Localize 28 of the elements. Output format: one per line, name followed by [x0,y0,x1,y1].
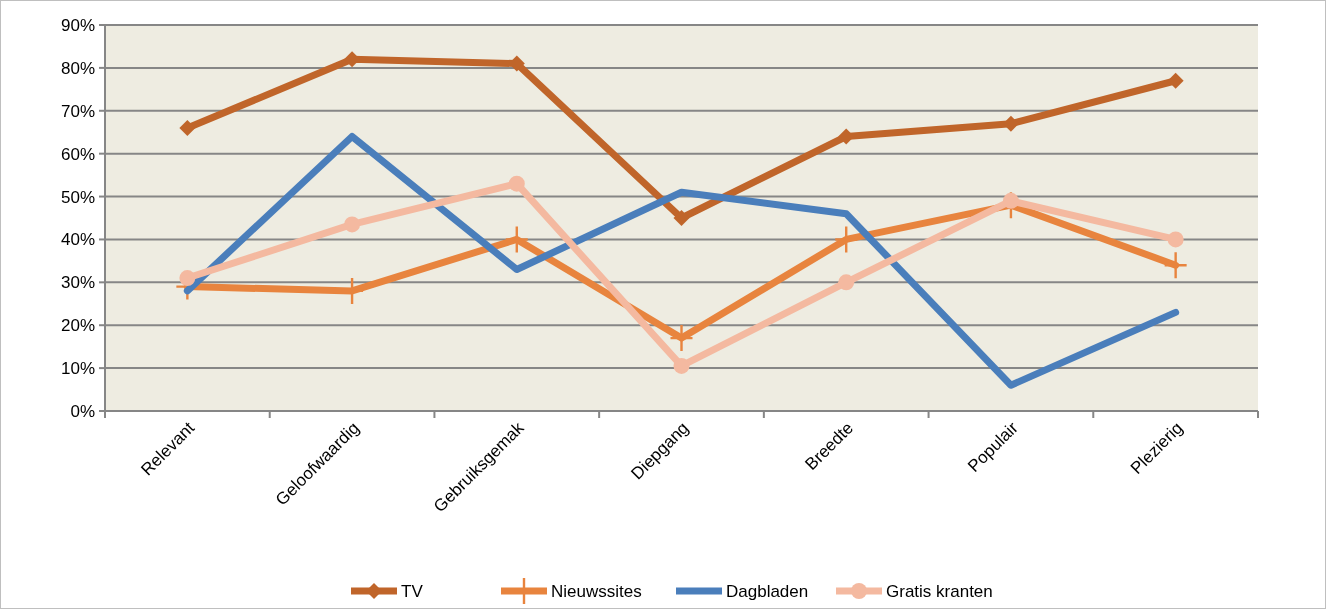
y-tick-label: 20% [60,316,95,336]
y-tick-label: 0% [70,401,95,421]
y-tick-label: 90% [60,15,95,35]
point [835,226,858,253]
point [179,270,196,287]
point [838,274,855,291]
y-tick-label: 50% [60,187,95,207]
point [1167,72,1184,89]
point [508,175,525,192]
legend-label: Gratis kranten [886,581,993,601]
y-tick-label: 70% [60,101,95,121]
y-tick-label: 60% [60,144,95,164]
point [1002,192,1019,209]
point [673,357,690,374]
legend-label: Dagbladen [726,581,809,601]
y-tick-label: 40% [60,230,95,250]
y-tick-label: 30% [60,273,95,293]
y-tick-label: 10% [60,359,95,379]
point [505,226,528,253]
legend-label: Nieuwssites [551,581,642,601]
point [670,325,693,352]
point [1167,231,1184,248]
point [344,216,361,233]
y-tick-label: 80% [60,58,95,78]
point [179,119,196,136]
point [1164,252,1187,279]
point [673,210,690,226]
legend-label: TV [401,581,424,601]
